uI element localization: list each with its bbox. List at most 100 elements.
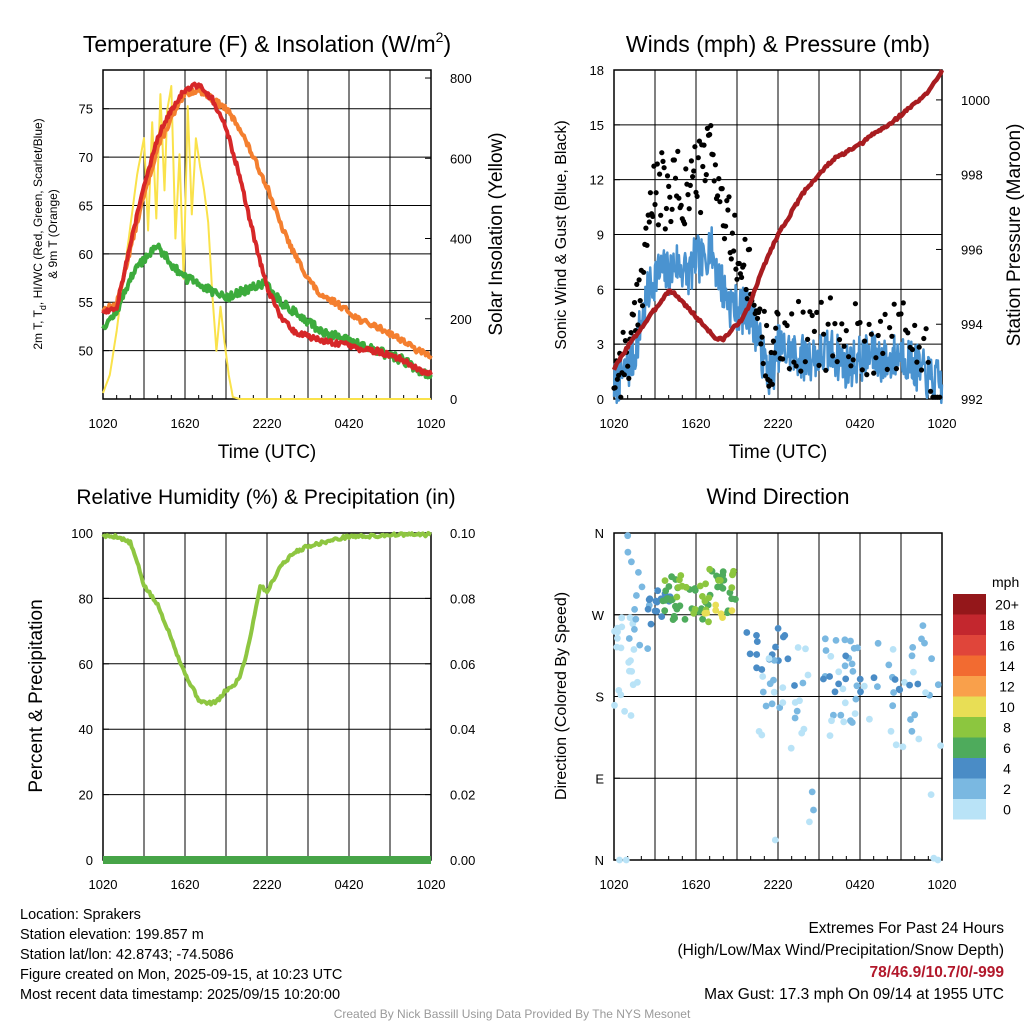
wind-gust-point bbox=[634, 281, 640, 287]
direction-point bbox=[914, 680, 922, 688]
direction-point bbox=[772, 643, 779, 651]
wind-gust-point bbox=[655, 222, 662, 228]
direction-point bbox=[633, 592, 640, 599]
wind-gust-point bbox=[769, 381, 775, 387]
wind-gust-point bbox=[731, 248, 737, 254]
credit-line: Created By Nick Bassill Using Data Provi… bbox=[333, 1007, 691, 1021]
direction-point bbox=[753, 638, 761, 645]
colorbar-label: 18 bbox=[999, 617, 1015, 633]
wind-series-pressure bbox=[611, 69, 945, 371]
wind-y-tick-label: 6 bbox=[597, 282, 604, 297]
direction-point bbox=[849, 668, 857, 675]
wind-y2-tick-label: 1000 bbox=[961, 93, 990, 108]
direction-point bbox=[758, 666, 766, 673]
direction-point bbox=[717, 610, 725, 618]
direction-point bbox=[631, 626, 638, 633]
wind-gust-point bbox=[678, 202, 684, 208]
wind-gust-point bbox=[868, 331, 875, 337]
wind-gust-point bbox=[631, 300, 638, 306]
direction-point bbox=[826, 673, 833, 680]
station-elevation: Station elevation: 199.857 m bbox=[20, 927, 204, 943]
wind-gust-point bbox=[921, 335, 927, 342]
direction-point bbox=[857, 688, 864, 696]
rh-y2-tick-label: 0.08 bbox=[450, 591, 475, 606]
direction-point bbox=[854, 644, 861, 652]
direction-point bbox=[728, 595, 736, 603]
wind-y-tick-label: 18 bbox=[590, 63, 604, 78]
temp-right-axis-label: Solar Insolation (Yellow) bbox=[486, 132, 507, 335]
wind-gust-point bbox=[800, 309, 806, 315]
wind-gust-point bbox=[775, 311, 781, 317]
direction-point bbox=[613, 643, 621, 651]
colorbar-swatch bbox=[953, 799, 986, 820]
wind-gust-point bbox=[658, 212, 664, 218]
direction-point bbox=[804, 671, 812, 679]
wind-gust-point bbox=[682, 221, 688, 227]
colorbar-label: 6 bbox=[1003, 740, 1011, 756]
rh-x-tick-label: 0420 bbox=[335, 877, 364, 892]
direction-point bbox=[928, 655, 935, 663]
wind-gust-point bbox=[647, 190, 654, 196]
direction-point bbox=[848, 660, 856, 668]
wind-gust-point bbox=[701, 142, 707, 148]
wind-gust-point bbox=[875, 332, 881, 339]
dir-y-tick-label: S bbox=[595, 690, 604, 705]
direction-point bbox=[616, 856, 623, 864]
wind-gust-point bbox=[663, 205, 670, 212]
temp-x-tick-label: 1020 bbox=[89, 416, 118, 431]
direction-point bbox=[892, 741, 900, 749]
direction-point bbox=[842, 675, 850, 683]
direction-point bbox=[712, 606, 720, 614]
direction-point bbox=[909, 644, 917, 651]
wind-gust-point bbox=[827, 295, 834, 301]
dir-y-tick-label: N bbox=[595, 853, 604, 868]
rh-y-tick-label: 100 bbox=[71, 526, 93, 541]
temp-y-tick-label: 55 bbox=[79, 295, 93, 310]
direction-point bbox=[661, 577, 669, 584]
direction-point bbox=[627, 712, 635, 719]
direction-point bbox=[908, 727, 916, 735]
direction-point bbox=[934, 856, 942, 864]
wind-gust-point bbox=[877, 318, 884, 324]
temp-panel-title: Temperature (F) & Insolation (W/m2) bbox=[83, 29, 451, 57]
colorbar-swatch bbox=[953, 635, 986, 656]
direction-point bbox=[776, 704, 784, 711]
temp-y-tick-label: 75 bbox=[79, 102, 93, 117]
wind-gust-point bbox=[852, 301, 859, 307]
wind-gust-point bbox=[780, 356, 786, 362]
direction-point bbox=[820, 675, 827, 683]
direction-point bbox=[681, 615, 689, 623]
wind-gust-point bbox=[661, 165, 667, 171]
wind-gust-point bbox=[721, 236, 728, 242]
direction-point bbox=[705, 618, 712, 626]
direction-point bbox=[716, 577, 724, 584]
direction-point bbox=[810, 806, 817, 814]
direction-point bbox=[626, 614, 634, 622]
direction-point bbox=[915, 735, 923, 743]
colorbar-label: 2 bbox=[1003, 781, 1011, 797]
colorbar-swatch bbox=[953, 614, 986, 635]
wind-gust-point bbox=[905, 330, 911, 336]
wind-gust-point bbox=[789, 311, 795, 317]
wind-gust-point bbox=[669, 206, 675, 212]
wind-gust-point bbox=[635, 322, 641, 328]
rh-y2-tick-label: 0.06 bbox=[450, 657, 475, 672]
wind-gust-point bbox=[668, 218, 674, 225]
direction-point bbox=[618, 614, 626, 622]
colorbar-swatch bbox=[953, 758, 986, 779]
direction-point bbox=[870, 674, 878, 682]
wind-x-tick-label: 1020 bbox=[928, 416, 957, 431]
wind-gust-point bbox=[636, 277, 642, 283]
direction-point bbox=[779, 684, 787, 691]
wind-gust-point bbox=[712, 162, 719, 168]
direction-point bbox=[856, 675, 864, 683]
direction-point bbox=[922, 689, 929, 696]
wind-gust-point bbox=[786, 366, 793, 372]
wind-gust-point bbox=[925, 359, 931, 365]
wind-gust-point bbox=[773, 325, 779, 331]
direction-point bbox=[618, 623, 626, 631]
wind-gust-point bbox=[646, 219, 652, 225]
rh-y2-tick-label: 0.10 bbox=[450, 526, 475, 541]
colorbar-swatch bbox=[953, 676, 986, 697]
wind-gust-point bbox=[736, 260, 742, 267]
